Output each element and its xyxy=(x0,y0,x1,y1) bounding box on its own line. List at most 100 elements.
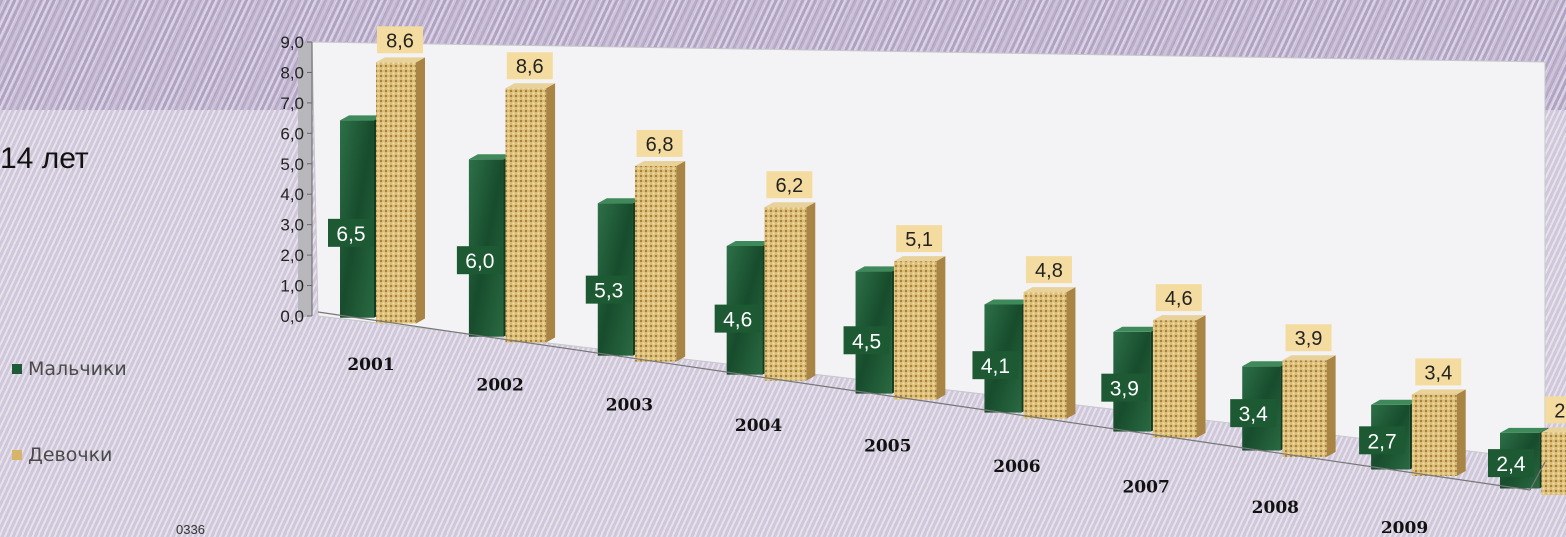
data-label-girls-bg xyxy=(1415,358,1462,386)
legend-item-girls: Девочки xyxy=(12,444,112,466)
x-axis-line xyxy=(317,311,1531,491)
bar-girls-2006 xyxy=(1023,287,1076,419)
data-label-girls-bg xyxy=(636,129,683,157)
data-label-boys: 2,7 xyxy=(1368,430,1397,453)
data-label-girls: 6,8 xyxy=(646,134,674,156)
x-axis: 2001200220032004200520062007200820092010 xyxy=(317,311,1546,533)
footer-fragment: 0336 xyxy=(176,522,205,537)
data-label-girls-bg xyxy=(1545,396,1566,424)
data-label-girls: 2,7 xyxy=(1554,400,1566,422)
data-label-boys: 4,5 xyxy=(852,330,881,353)
data-label-boys: 2,4 xyxy=(1496,453,1526,476)
data-label-boys: 6,0 xyxy=(465,250,494,273)
bar-girls-2009 xyxy=(1411,389,1466,476)
y-tick-label: 5,0 xyxy=(280,155,304,174)
data-label-girls-bg xyxy=(1285,324,1332,352)
category-label-2006: 2006 xyxy=(993,457,1040,477)
data-label-girls-bg xyxy=(506,52,553,80)
bar-girls-2003-side xyxy=(676,160,686,362)
data-label-girls: 3,9 xyxy=(1295,328,1323,350)
bar-boys-2008-top xyxy=(1242,361,1290,367)
data-label-girls: 8,6 xyxy=(386,30,414,52)
data-label-boys-bg xyxy=(1359,426,1406,455)
y-tick-label: 0,0 xyxy=(280,307,304,326)
bar-girls-2005 xyxy=(893,256,946,400)
bar-girls-2002-top xyxy=(505,83,556,89)
legend-label-boys: Мальчики xyxy=(28,358,127,380)
bar-boys-2010-top xyxy=(1500,427,1549,433)
data-label-boys: 6,5 xyxy=(336,223,365,246)
y-tick-label: 1,0 xyxy=(280,277,304,296)
bar-girls-2001-front xyxy=(376,62,416,324)
y-tick-label: 9,0 xyxy=(280,33,304,52)
bar-girls-2004 xyxy=(764,202,816,381)
data-label-boys: 4,1 xyxy=(981,355,1010,378)
category-label-2009: 2009 xyxy=(1381,519,1428,533)
data-label-boys-bg xyxy=(328,218,374,247)
bar-girls-2009-side xyxy=(1456,389,1466,476)
legend-swatch-girls xyxy=(12,450,22,460)
bar-girls-2009-top xyxy=(1411,389,1466,395)
bar-girls-2008 xyxy=(1282,355,1336,457)
bar-girls-2005-side xyxy=(936,256,946,400)
bar-girls-2007-top xyxy=(1152,315,1206,321)
bar-girls-2010 xyxy=(1541,427,1566,496)
bar-boys-2006-top xyxy=(984,299,1031,305)
y-tick-label: 2,0 xyxy=(280,246,304,265)
data-label-girls-bg xyxy=(766,171,813,199)
data-label-boys: 3,4 xyxy=(1239,403,1269,426)
data-label-boys-bg xyxy=(585,275,632,304)
data-label-girls: 6,2 xyxy=(775,175,803,197)
bar-boys-2001-top xyxy=(340,115,383,121)
bar-boys-2005-top xyxy=(855,266,901,272)
bar-girls-2005-top xyxy=(893,256,946,262)
bar-girls-2007 xyxy=(1152,315,1206,438)
bar-girls-2010-front xyxy=(1541,432,1566,496)
legend-item-boys: Мальчики xyxy=(12,358,127,380)
data-label-boys-bg xyxy=(456,246,503,275)
y-tick-label: 3,0 xyxy=(280,216,304,235)
bar-girls-2004-front xyxy=(764,207,807,381)
data-label-girls: 8,6 xyxy=(516,56,544,78)
bar-girls-2008-top xyxy=(1282,355,1336,361)
floor-edge xyxy=(1529,461,1546,491)
data-label-girls-bg xyxy=(1025,256,1072,284)
category-label-2003: 2003 xyxy=(606,396,653,416)
legend-swatch-boys xyxy=(12,364,22,374)
bar-girls-2002 xyxy=(505,83,556,343)
bar-girls-2007-side xyxy=(1196,315,1206,438)
category-label-2001: 2001 xyxy=(347,355,394,375)
bar-girls-2008-front xyxy=(1282,360,1327,457)
bar-girls-2001 xyxy=(376,57,425,324)
category-label-2002: 2002 xyxy=(477,375,524,395)
bar-girls-2003-front xyxy=(634,165,677,362)
bar-boys-2004-top xyxy=(726,240,772,246)
data-label-boys-bg xyxy=(843,326,890,355)
bar-girls-2006-side xyxy=(1066,287,1076,419)
data-label-boys-bg xyxy=(1488,449,1534,478)
bar-girls-2008-side xyxy=(1326,355,1336,457)
category-label-2008: 2008 xyxy=(1252,498,1299,518)
bar-girls-2007-front xyxy=(1152,320,1197,438)
bar-boys-2007-top xyxy=(1113,326,1160,332)
data-label-girls-bg xyxy=(377,26,423,54)
bar-girls-2003 xyxy=(634,160,686,362)
bars-layer: 8,6 6,5 8,6 6,0 6,8 5,3 6,2 4,6 5,1 4,5 4,8 4,1 4,6 3… xyxy=(328,26,1566,496)
bar-boys-2009-top xyxy=(1371,399,1419,405)
data-label-boys-bg xyxy=(1101,373,1148,402)
y-tick-label: 7,0 xyxy=(280,94,304,113)
data-label-girls-bg xyxy=(896,225,943,253)
slide-title-fragment: 14 лет xyxy=(0,142,89,175)
data-label-boys: 4,6 xyxy=(723,309,752,332)
category-label-2004: 2004 xyxy=(735,416,782,436)
bar-girls-2006-top xyxy=(1023,287,1076,293)
bar-girls-2002-side xyxy=(546,83,556,343)
data-label-girls-bg xyxy=(1155,284,1202,312)
side-wall-panel xyxy=(298,42,312,318)
bar-girls-2006-front xyxy=(1023,292,1067,419)
data-label-girls: 3,4 xyxy=(1424,362,1452,384)
y-tick-label: 8,0 xyxy=(280,63,304,82)
bar-girls-2004-side xyxy=(806,202,816,381)
bar-boys-2002-top xyxy=(468,154,513,160)
bar-girls-2001-top xyxy=(376,57,425,63)
